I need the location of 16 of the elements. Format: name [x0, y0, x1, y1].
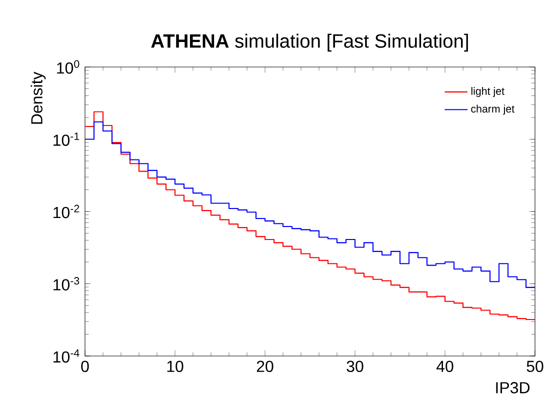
- x-tick-label: 30: [346, 360, 364, 372]
- x-tick-label: 10: [167, 360, 184, 372]
- y-tick-label: 10$^{-4}$: [54, 349, 80, 363]
- y-tick-label: 10$^{-2}$: [54, 204, 80, 218]
- y-tick-label: 10$^{-1}$: [54, 132, 80, 146]
- y-axis-title: Density: [30, 72, 46, 124]
- chart-title: ATHENA simulation [Fast Simulation]: [151, 34, 468, 52]
- x-tick-label: 50: [526, 360, 544, 372]
- x-tick-label: 40: [436, 360, 454, 372]
- y-tick-label: 10$^{0}$: [57, 60, 80, 74]
- x-tick-label: 20: [256, 360, 274, 372]
- x-tick-label: 0: [81, 360, 89, 372]
- y-tick-label: 10$^{-3}$: [54, 277, 80, 290]
- x-axis-title: IP3D: [496, 382, 530, 394]
- legend-label: charm jet: [471, 104, 514, 115]
- legend-label: light jet: [471, 87, 504, 97]
